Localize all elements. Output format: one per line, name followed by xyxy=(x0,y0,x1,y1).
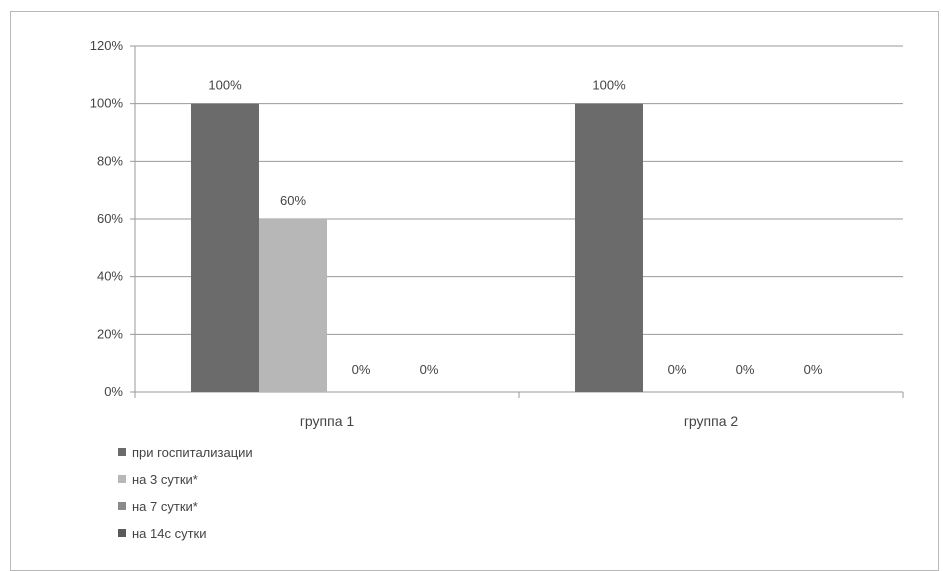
legend-label: на 14с сутки xyxy=(132,525,207,541)
data-label: 60% xyxy=(280,193,306,208)
y-tick-label: 60% xyxy=(97,211,123,226)
bar-chart: 0% 20% 40% 60% 80% 100% 120% группа 1 группа 2 1… xyxy=(90,38,904,429)
y-tick-label: 100% xyxy=(90,96,124,111)
legend-item: на 3 сутки* xyxy=(118,467,198,491)
data-labels: 100% 60% 0% 0% 100% 0% 0% 0% xyxy=(208,78,822,377)
bar xyxy=(575,103,643,393)
legend-swatch xyxy=(118,502,126,510)
legend-swatch xyxy=(118,448,126,456)
data-label: 100% xyxy=(208,78,242,93)
y-tick-label: 20% xyxy=(97,326,123,341)
legend-label: при госпитализации xyxy=(132,444,253,460)
chart-frame: 0% 20% 40% 60% 80% 100% 120% группа 1 группа 2 1… xyxy=(10,11,939,571)
data-label: 0% xyxy=(420,362,439,377)
bar xyxy=(191,103,259,393)
legend-label: на 3 сутки* xyxy=(132,471,198,487)
y-tick-label: 0% xyxy=(104,384,123,399)
x-category-label: группа 2 xyxy=(684,413,739,429)
axes: 0% 20% 40% 60% 80% 100% 120% группа 1 группа 2 xyxy=(90,38,904,429)
legend-item: на 14с сутки xyxy=(118,521,207,545)
data-label: 0% xyxy=(804,362,823,377)
legend-label: на 7 сутки* xyxy=(132,498,198,514)
x-category-label: группа 1 xyxy=(300,413,355,429)
y-tick-label: 80% xyxy=(97,153,123,168)
bar xyxy=(259,219,327,392)
data-label: 100% xyxy=(592,78,626,93)
legend-swatch xyxy=(118,475,126,483)
y-tick-label: 40% xyxy=(97,269,123,284)
bars xyxy=(191,103,643,393)
y-tick-label: 120% xyxy=(90,38,124,53)
legend-swatch xyxy=(118,529,126,537)
data-label: 0% xyxy=(668,362,687,377)
legend-item: при госпитализации xyxy=(118,440,253,464)
data-label: 0% xyxy=(352,362,371,377)
legend-item: на 7 сутки* xyxy=(118,494,198,518)
data-label: 0% xyxy=(736,362,755,377)
